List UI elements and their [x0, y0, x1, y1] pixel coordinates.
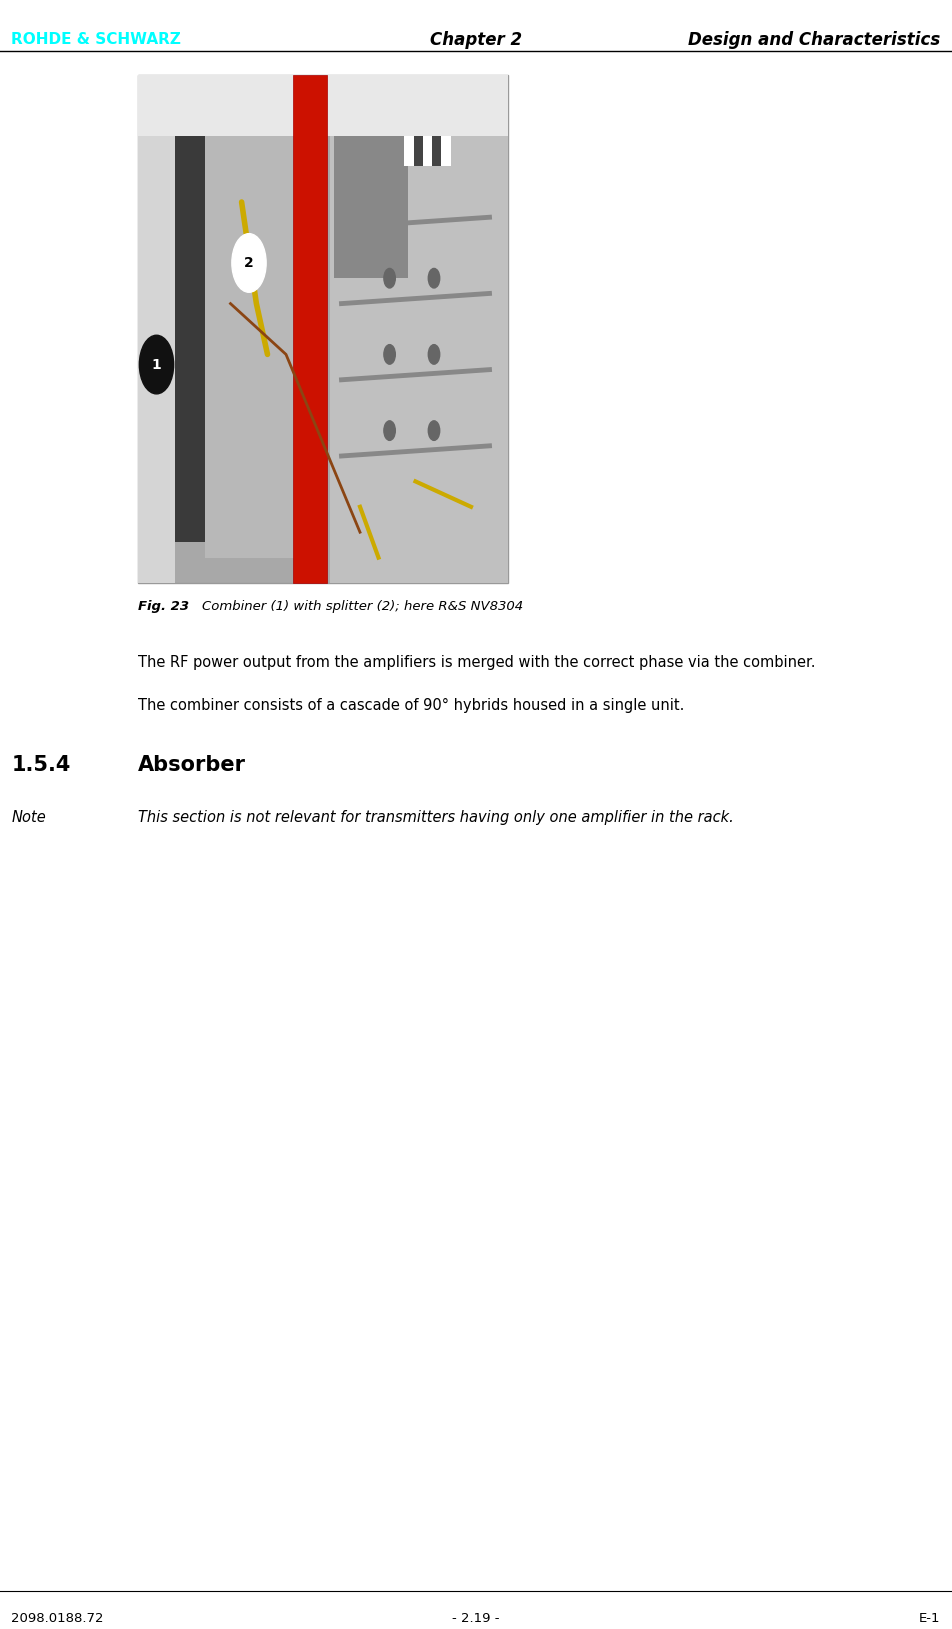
Text: Absorber: Absorber — [138, 754, 246, 775]
Text: 1.5.4: 1.5.4 — [11, 754, 70, 775]
Circle shape — [139, 336, 173, 394]
Circle shape — [428, 269, 440, 288]
FancyBboxPatch shape — [442, 80, 450, 166]
FancyBboxPatch shape — [414, 80, 423, 166]
FancyBboxPatch shape — [330, 75, 508, 583]
Text: - 2.19 -: - 2.19 - — [452, 1611, 500, 1624]
FancyBboxPatch shape — [175, 111, 316, 542]
FancyBboxPatch shape — [334, 101, 408, 279]
Text: The combiner consists of a cascade of 90° hybrids housed in a single unit.: The combiner consists of a cascade of 90… — [138, 697, 684, 714]
Circle shape — [232, 233, 267, 292]
Text: 2098.0188.72: 2098.0188.72 — [11, 1611, 104, 1624]
Text: Chapter 2: Chapter 2 — [430, 31, 522, 49]
FancyBboxPatch shape — [405, 80, 414, 166]
FancyBboxPatch shape — [138, 75, 175, 583]
Text: The RF power output from the amplifiers is merged with the correct phase via the: The RF power output from the amplifiers … — [138, 655, 816, 670]
Circle shape — [384, 269, 395, 288]
Circle shape — [384, 420, 395, 440]
FancyBboxPatch shape — [293, 75, 327, 583]
Circle shape — [428, 345, 440, 365]
FancyBboxPatch shape — [423, 80, 432, 166]
Text: Design and Characteristics: Design and Characteristics — [688, 31, 941, 49]
FancyBboxPatch shape — [432, 80, 442, 166]
Text: Note: Note — [11, 810, 47, 824]
FancyBboxPatch shape — [138, 75, 508, 583]
Text: 1: 1 — [151, 357, 162, 371]
Text: 2: 2 — [244, 256, 254, 270]
Text: ROHDE & SCHWARZ: ROHDE & SCHWARZ — [11, 33, 181, 47]
Circle shape — [384, 345, 395, 365]
Text: This section is not relevant for transmitters having only one amplifier in the r: This section is not relevant for transmi… — [138, 810, 734, 824]
Circle shape — [428, 420, 440, 440]
Text: Combiner (1) with splitter (2); here R&S NV8304: Combiner (1) with splitter (2); here R&S… — [202, 599, 523, 613]
Text: E-1: E-1 — [919, 1611, 941, 1624]
FancyBboxPatch shape — [138, 75, 508, 135]
FancyBboxPatch shape — [205, 101, 316, 557]
Text: Fig. 23: Fig. 23 — [138, 599, 189, 613]
